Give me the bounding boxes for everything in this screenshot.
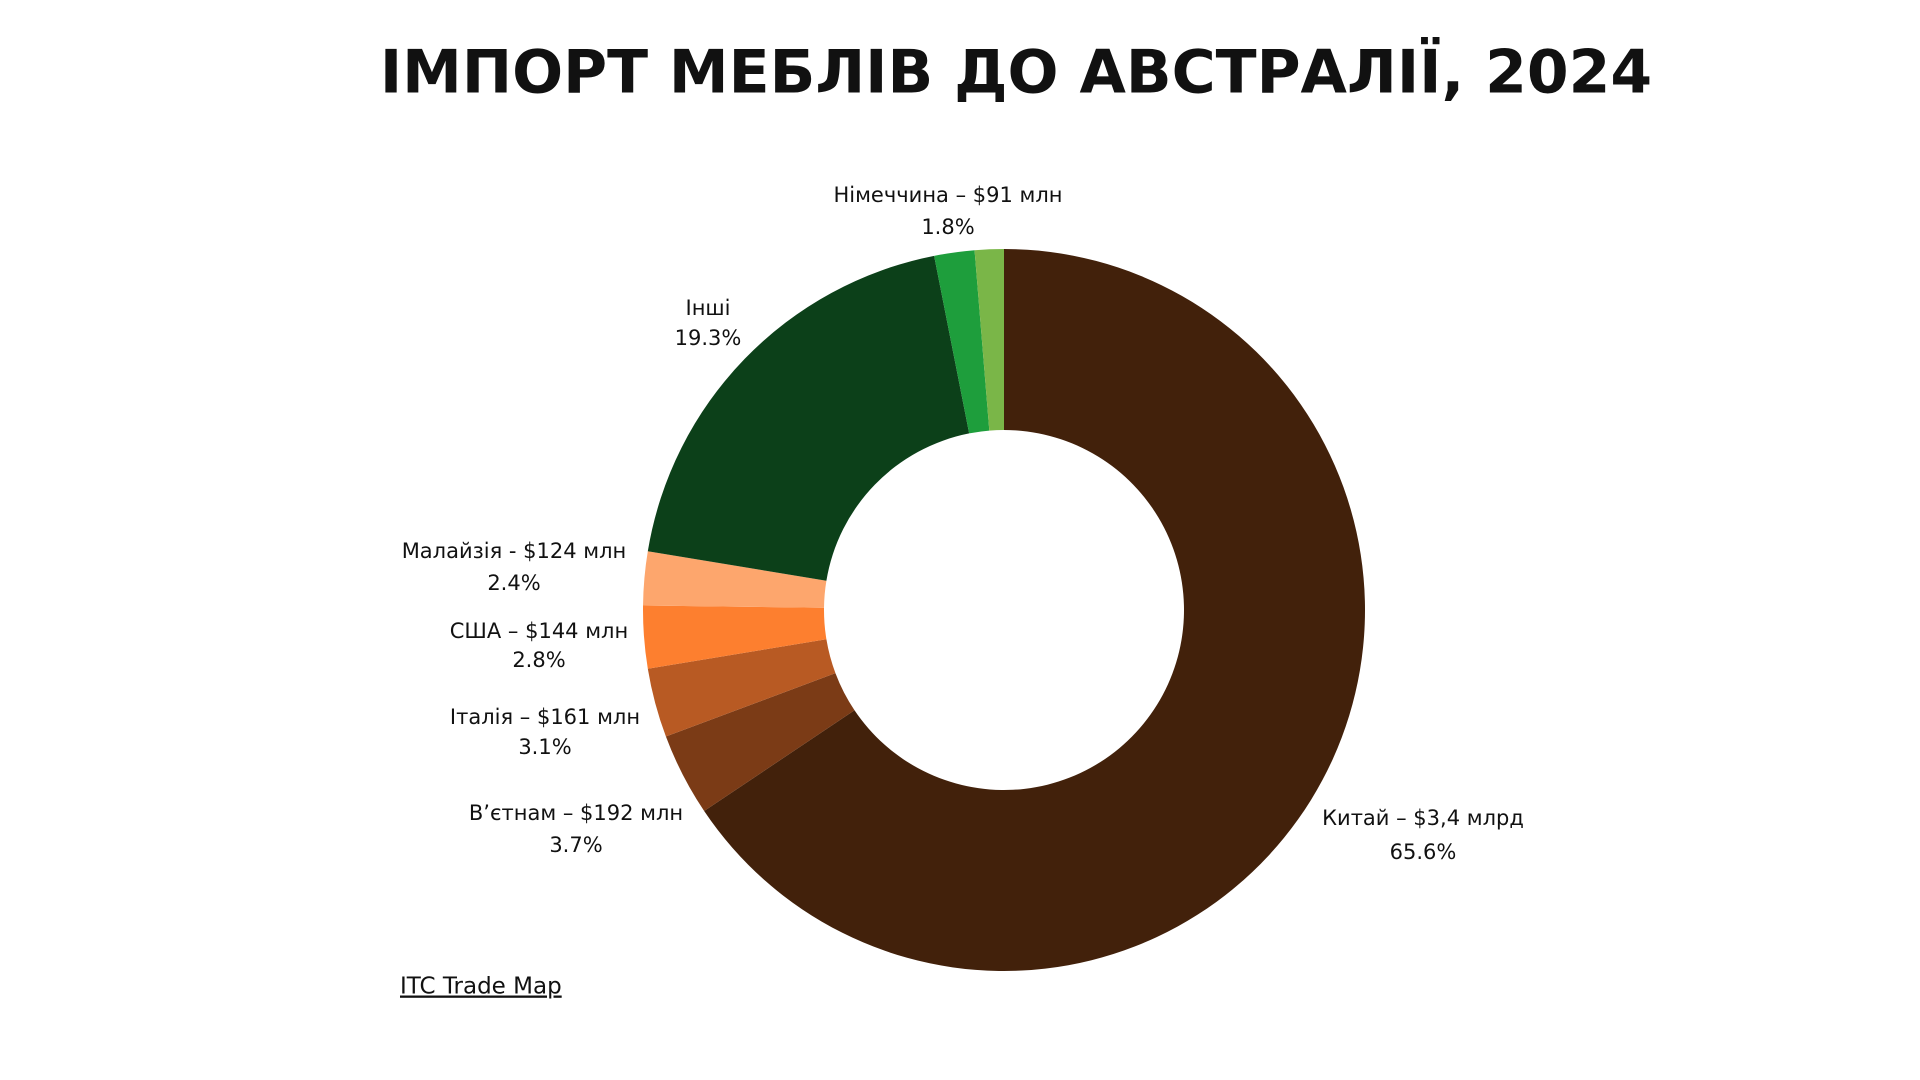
donut-slice <box>643 551 827 608</box>
slice-label: Німеччина – $91 млн <box>833 183 1062 207</box>
value-label: 65.6% <box>1390 840 1457 864</box>
donut-slice <box>974 249 1004 431</box>
slice-label: Італія – $161 млн <box>450 705 640 729</box>
value-label: 2.4% <box>487 571 540 595</box>
donut-slice <box>643 605 827 669</box>
slice-label: Інші <box>686 296 731 320</box>
donut-slice <box>665 673 855 812</box>
chart-title: ІМПОРТ МЕБЛІВ ДО АВСТРАЛІЇ, 2024 <box>380 36 1652 108</box>
value-label: 19.3% <box>675 326 742 350</box>
donut-slice <box>647 639 836 737</box>
value-label: 3.1% <box>518 735 571 759</box>
value-label: 2.8% <box>512 648 565 672</box>
slice-label: США – $144 млн <box>450 619 628 643</box>
donut-slice <box>647 255 970 581</box>
source: ITC Trade Map <box>400 974 562 1000</box>
slice-label: Китай – $3,4 млрд <box>1322 806 1524 830</box>
slice-label: В’єтнам – $192 млн <box>469 801 683 825</box>
donut-slice <box>704 249 1365 971</box>
value-label: 1.8% <box>921 215 974 239</box>
value-label: 3.7% <box>549 833 602 857</box>
donut-slice <box>934 250 990 434</box>
slice-label: Малайзія - $124 млн <box>402 539 627 563</box>
